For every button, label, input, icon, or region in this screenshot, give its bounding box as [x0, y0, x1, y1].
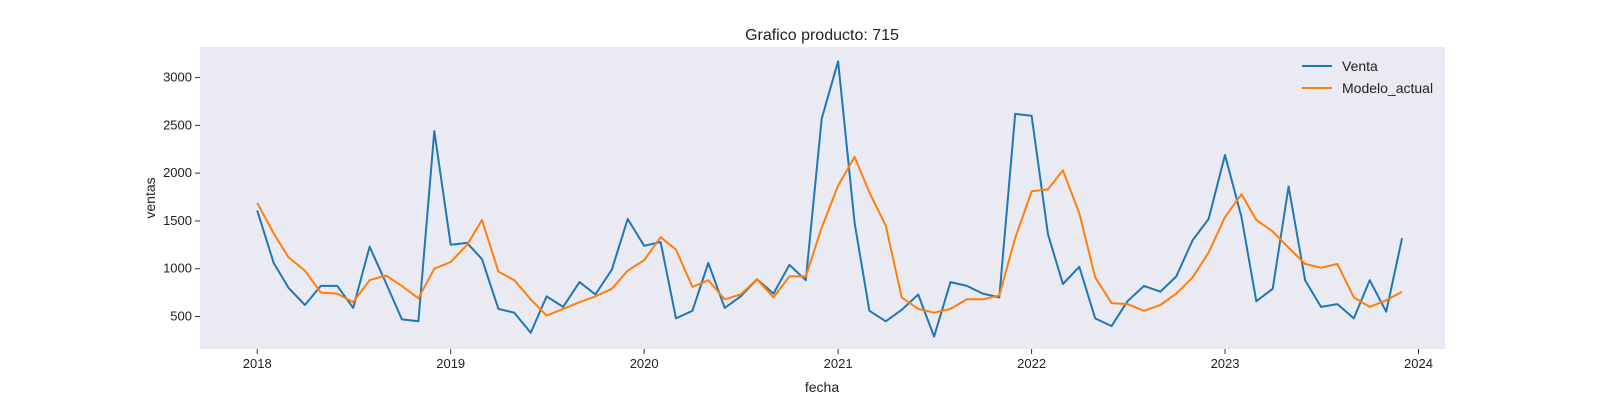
legend-label-venta: Venta	[1342, 58, 1378, 74]
x-tick-label: 2023	[1211, 356, 1240, 371]
y-tick-label: 1500	[163, 213, 192, 228]
x-tick-label: 2024	[1404, 356, 1433, 371]
y-axis-label: ventas	[142, 177, 158, 218]
legend-label-modelo-actual: Modelo_actual	[1342, 80, 1433, 96]
x-tick-label: 2020	[630, 356, 659, 371]
x-tick-label: 2019	[436, 356, 465, 371]
x-axis-ticks: 2018 2019 2020 2021 2022 2023 2024	[243, 349, 1433, 371]
x-tick-label: 2022	[1017, 356, 1046, 371]
x-tick-label: 2018	[243, 356, 272, 371]
y-tick-label: 3000	[163, 70, 192, 85]
y-tick-label: 2000	[163, 165, 192, 180]
y-axis-ticks: 500 1000 1500 2000 2500 3000	[163, 70, 200, 324]
series-layer	[256, 60, 1404, 338]
x-axis-label: fecha	[805, 379, 839, 395]
y-tick-label: 2500	[163, 117, 192, 132]
y-tick-label: 1000	[163, 261, 192, 276]
series-line-venta	[256, 60, 1404, 338]
chart-title: Grafico producto: 715	[745, 27, 899, 44]
y-tick-label: 500	[170, 309, 192, 324]
x-tick-label: 2021	[824, 356, 853, 371]
plot-area	[200, 47, 1445, 349]
legend: Venta Modelo_actual	[1302, 58, 1433, 96]
series-line-modelo-actual	[256, 155, 1403, 317]
